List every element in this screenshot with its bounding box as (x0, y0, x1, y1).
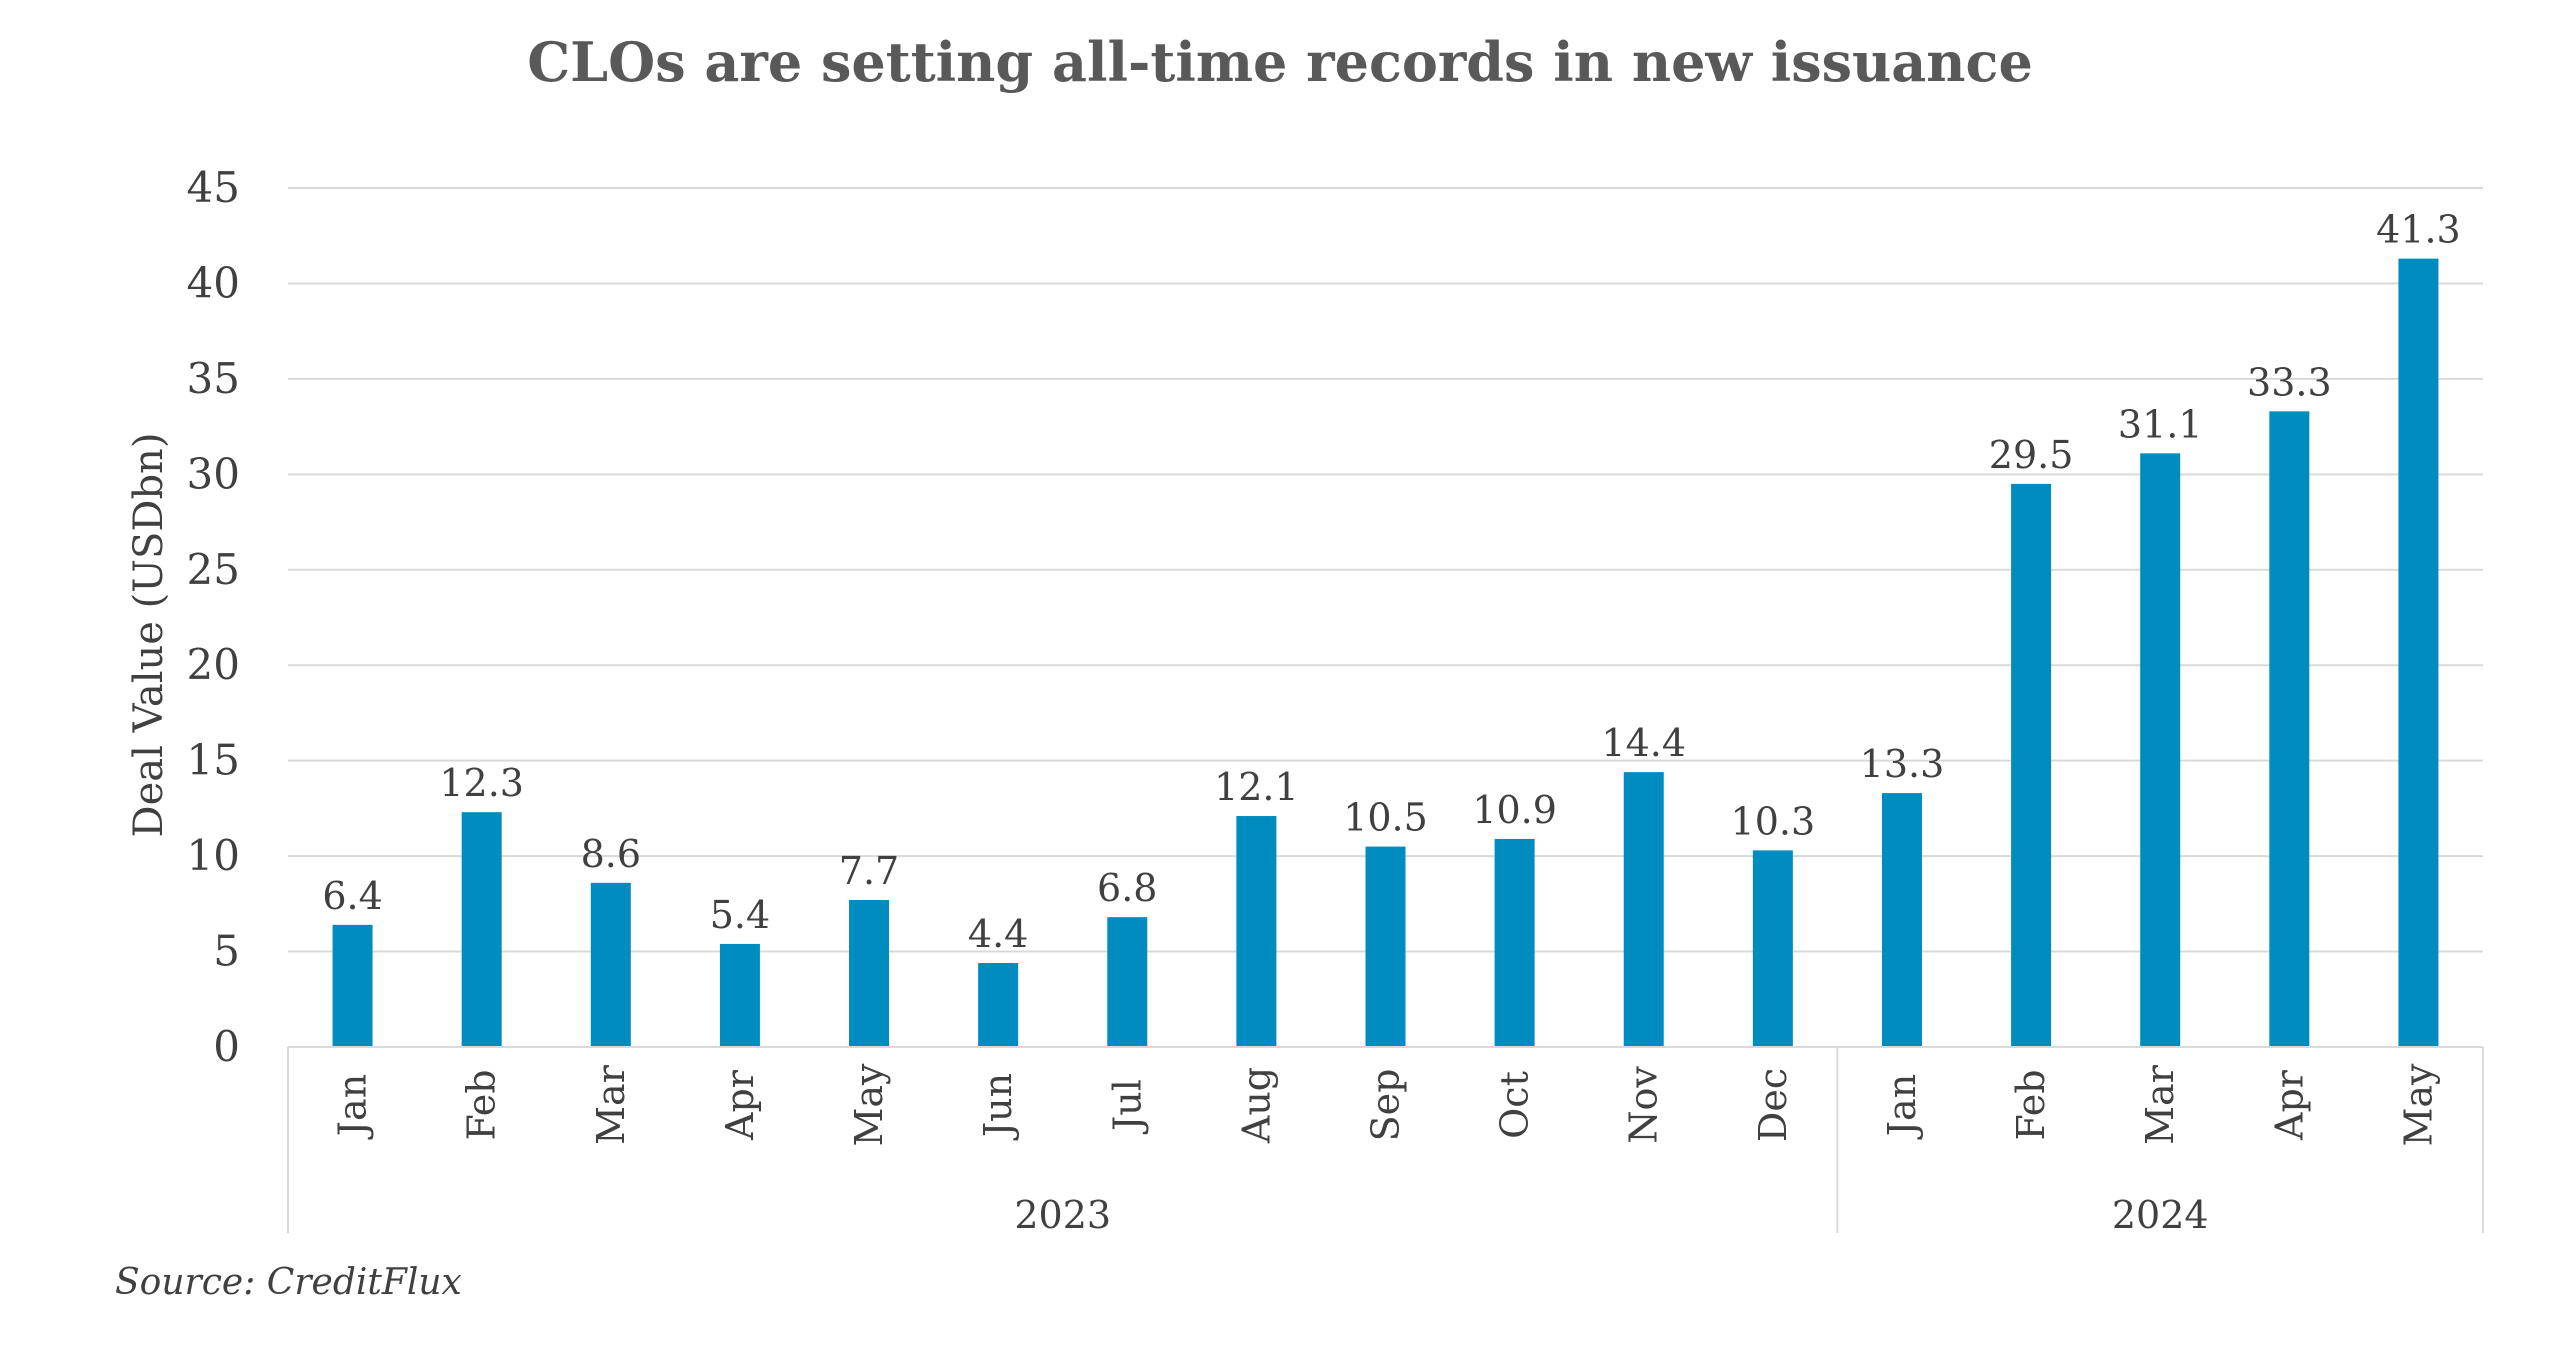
y-tick-label: 10 (187, 831, 240, 880)
x-tick-label: Sep (1364, 1069, 1408, 1142)
source-note: Source: CreditFlux (115, 1262, 462, 1303)
x-tick-label: Mar (589, 1064, 633, 1145)
data-label: 33.3 (2247, 360, 2332, 404)
data-label: 5.4 (710, 893, 770, 937)
group-label: 2024 (2112, 1193, 2209, 1237)
data-label: 31.1 (2118, 402, 2203, 446)
bar (2398, 258, 2439, 1047)
bar (1881, 793, 1922, 1047)
bar (1365, 846, 1406, 1047)
data-labels: 6.4 12.3 8.6 5.4 7.7 4.4 6.8 12.1 10.5 10.9 14.4 10… (322, 208, 2460, 956)
chart-title: CLOs are setting all-time records in new… (527, 30, 2033, 94)
y-tick-label: 20 (187, 640, 240, 689)
data-label: 6.4 (322, 874, 382, 918)
x-tick-label: Nov (1622, 1066, 1666, 1144)
x-tick-label: Jun (976, 1073, 1020, 1141)
bar (2269, 411, 2310, 1048)
bar (332, 924, 373, 1047)
data-label: 29.5 (1989, 433, 2074, 477)
bar (1623, 772, 1664, 1047)
y-tick-label: 30 (187, 449, 240, 498)
data-label: 10.5 (1343, 796, 1428, 840)
bar (978, 963, 1019, 1047)
data-label: 12.3 (439, 761, 524, 805)
x-tick-label: Apr (2267, 1069, 2311, 1141)
bar (849, 900, 890, 1047)
data-label: 13.3 (1860, 742, 1945, 786)
bar (590, 882, 631, 1047)
y-tick-label: 40 (187, 258, 240, 307)
group-label: 2023 (1014, 1193, 1111, 1237)
bar (2140, 453, 2181, 1047)
x-tick-label: Feb (460, 1069, 504, 1140)
bars (332, 258, 2439, 1048)
data-label: 4.4 (968, 912, 1028, 956)
bar (1752, 850, 1793, 1047)
x-tick-label: Feb (2009, 1069, 2053, 1140)
y-tick-label: 15 (187, 736, 240, 785)
x-tick-label: Jan (331, 1074, 375, 1140)
x-tick-label: Dec (1751, 1068, 1795, 1142)
bar (1494, 838, 1535, 1047)
x-tick-label: May (2396, 1063, 2440, 1147)
y-axis-label: Deal Value (USDbn) (126, 433, 172, 838)
x-tick-label: Jul (1105, 1079, 1149, 1135)
x-tick-label: Apr (718, 1069, 762, 1141)
x-tick-label: May (847, 1063, 891, 1147)
y-tick-label: 0 (213, 1022, 240, 1071)
data-label: 8.6 (581, 832, 641, 876)
bar (461, 812, 502, 1047)
x-tick-label: Aug (1234, 1067, 1278, 1144)
x-tick-label: Jan (1880, 1074, 1924, 1140)
y-tick-label: 5 (213, 927, 240, 976)
bar (1236, 816, 1277, 1047)
y-tick-label: 25 (187, 545, 240, 594)
data-label: 41.3 (2376, 208, 2461, 252)
bar (1107, 917, 1148, 1047)
data-label: 12.1 (1214, 765, 1299, 809)
data-label: 6.8 (1097, 866, 1157, 910)
data-label: 10.9 (1472, 788, 1557, 832)
x-axis: Jan Feb Mar Apr May Jun Jul Aug Sep Oct Nov Dec Jan F… (287, 1046, 2484, 1237)
bar (719, 943, 760, 1047)
x-tick-label: Mar (2138, 1064, 2182, 1145)
data-label: 10.3 (1731, 799, 1816, 843)
data-label: 7.7 (839, 849, 899, 893)
bar (2011, 483, 2052, 1047)
data-label: 14.4 (1601, 721, 1686, 765)
x-tick-label: Oct (1493, 1071, 1537, 1139)
y-tick-label: 45 (187, 163, 240, 212)
y-tick-label: 35 (187, 354, 240, 403)
y-axis-ticks: 0 5 10 15 20 25 30 35 40 45 (187, 163, 240, 1071)
